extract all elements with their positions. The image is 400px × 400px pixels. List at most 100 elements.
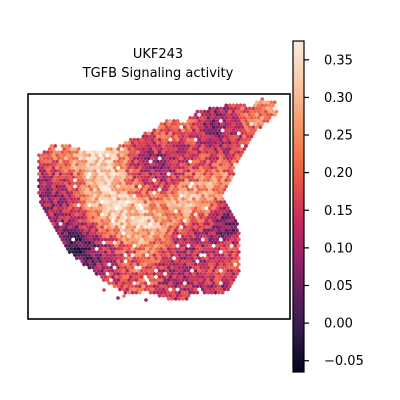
spot [204,281,209,286]
spot [147,162,151,167]
spot [138,196,142,202]
spot [201,212,205,217]
spot [134,259,138,264]
spot [75,206,79,211]
spot [170,159,174,164]
spot [193,256,198,261]
spot [157,168,162,173]
spot [235,153,239,158]
spot [143,162,147,167]
spot [71,150,75,155]
spot [152,159,156,164]
spot [172,187,176,192]
spot [114,243,119,248]
spot [64,237,68,242]
spot [222,112,227,117]
spot [156,153,160,158]
spot [193,262,198,267]
spot [152,153,156,158]
spot [87,165,92,170]
spot [255,118,259,124]
spot [80,184,84,189]
spot [51,196,56,202]
spot [80,171,84,177]
spot [199,109,203,114]
spot [84,153,88,158]
spot [201,218,205,223]
spot [206,196,210,202]
spot [186,200,191,205]
spot [233,256,237,261]
colorbar-tick-label: 0.00 [324,317,353,332]
spot [197,231,201,236]
spot [199,271,203,276]
spot [186,281,191,286]
spot [73,240,77,245]
spot [199,122,203,127]
spot [73,165,77,170]
spot [44,159,48,164]
spot [141,165,146,170]
spot [98,265,102,270]
spot [130,221,135,226]
spot [145,190,149,195]
spot [166,215,171,220]
spot [141,171,146,177]
spot [197,150,201,155]
spot [152,128,156,133]
spot [138,271,142,276]
spot [204,262,209,267]
spot [195,265,200,270]
spot [204,200,209,205]
spot [172,181,176,186]
spot [217,159,221,164]
spot [184,284,189,289]
spot [181,271,185,276]
spot [143,150,147,155]
spot [208,206,212,211]
spot [139,256,144,261]
spot [138,153,142,158]
spot [175,281,180,286]
spot [57,162,61,167]
spot [163,259,167,264]
spot [147,143,151,148]
spot [183,293,187,298]
spot [144,297,148,303]
spot [145,215,149,220]
spot [139,237,144,242]
spot [116,203,120,208]
spot [183,193,187,198]
spot [215,224,219,230]
spot [184,122,189,127]
spot [78,206,83,211]
spot [82,150,86,155]
spot [183,143,187,148]
spot [85,218,90,223]
spot [258,112,263,117]
spot [138,228,142,233]
spot [96,231,101,236]
spot [174,122,178,127]
spot [170,246,174,251]
spot [224,284,228,289]
spot [82,237,86,242]
spot [62,178,66,183]
spot [127,190,131,195]
spot [51,165,56,170]
spot [219,181,223,186]
spot [138,140,142,145]
spot [94,253,99,258]
spot [138,159,142,164]
spot [73,221,77,226]
spot [208,287,212,292]
spot [89,150,93,155]
spot [224,203,228,208]
spot [166,228,171,233]
spot [94,265,99,270]
spot [235,134,239,139]
spot [85,237,90,242]
spot [60,162,65,167]
spot [172,231,176,236]
spot [49,181,54,186]
